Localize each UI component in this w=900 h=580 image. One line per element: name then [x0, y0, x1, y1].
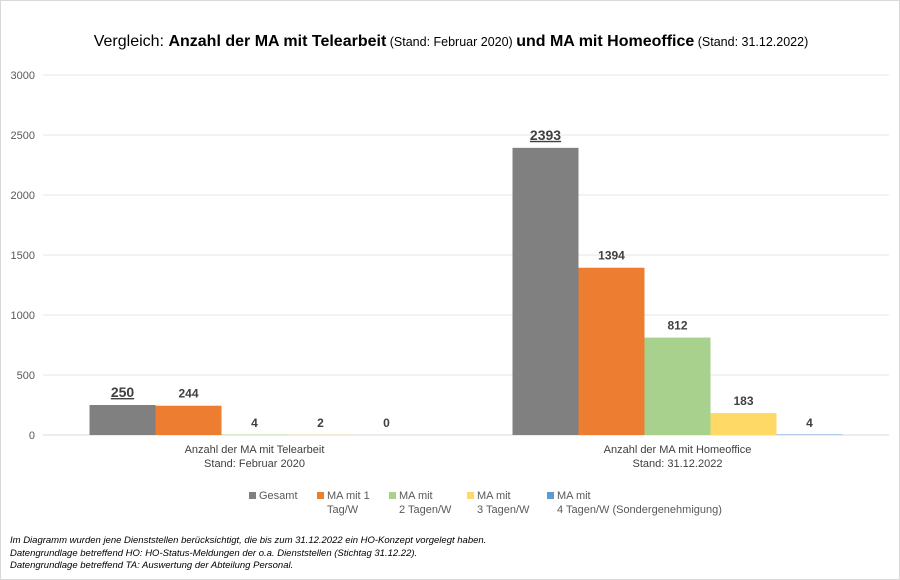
legend-label: Gesamt: [259, 490, 298, 502]
legend-swatch: [547, 492, 554, 499]
footnote: Datengrundlage betreffend HO: HO-Status-…: [10, 547, 418, 559]
legend: Gesamt MA mit 1 Tag/W MA mit 2 Tagen/W MA m…: [249, 489, 747, 517]
legend-swatch: [249, 492, 256, 499]
footnotes: Im Diagramm wurden jene Dienststellen be…: [10, 535, 486, 573]
x-category-label: Anzahl der MA mit Homeoffice: [604, 444, 752, 456]
y-tick-label: 2000: [11, 190, 35, 202]
bar: [155, 405, 222, 435]
title-part: (Stand: Februar 2020): [386, 35, 517, 49]
title-part: Vergleich:: [93, 33, 169, 50]
data-label: 4: [251, 416, 258, 430]
legend-label: MA mit 3 Tagen/W: [477, 490, 530, 516]
y-tick-label: 3000: [11, 70, 35, 82]
y-tick-label: 2500: [11, 130, 35, 142]
data-label: 244: [178, 387, 198, 401]
y-tick-label: 1500: [11, 250, 35, 262]
bar: [710, 413, 777, 435]
data-label: 0: [383, 416, 390, 430]
legend-item: MA mit 3 Tagen/W: [467, 489, 547, 517]
legend-item: MA mit 1 Tag/W: [317, 489, 389, 517]
data-label: 812: [667, 319, 687, 333]
bar: [578, 267, 645, 435]
legend-item: MA mit 2 Tagen/W: [389, 489, 467, 517]
legend-label: MA mit 4 Tagen/W (Sondergenehmigung): [557, 490, 722, 516]
legend-swatch: [467, 492, 474, 499]
title-part: (Stand: 31.12.2022): [694, 35, 809, 49]
bar: [644, 337, 711, 435]
bar-chart: 0 500 1000 1500 2000 2500 3000 250 244 4 2 0 Anzahl …: [11, 70, 889, 470]
data-label: 2: [317, 416, 324, 430]
bar: [512, 147, 579, 435]
footnote: Im Diagramm wurden jene Dienststellen be…: [10, 535, 487, 546]
data-label: 250: [111, 384, 135, 400]
legend-item: MA mit 4 Tagen/W (Sondergenehmigung): [547, 489, 747, 517]
legend-swatch: [317, 492, 324, 499]
footnote: Datengrundlage betreffend TA: Auswertung…: [10, 560, 294, 571]
y-tick-label: 1000: [11, 310, 35, 322]
data-label: 2393: [530, 127, 561, 143]
legend-swatch: [389, 492, 396, 499]
x-category-label: Anzahl der MA mit Telearbeit: [185, 444, 325, 456]
y-tick-label: 500: [17, 370, 35, 382]
title-part: Anzahl der MA mit Telearbeit: [168, 33, 387, 50]
legend-label: MA mit 1 Tag/W: [327, 490, 370, 516]
legend-label: MA mit 2 Tagen/W: [399, 490, 452, 516]
bar: [89, 405, 156, 435]
x-category-label: Stand: 31.12.2022: [633, 458, 723, 470]
data-label: 183: [733, 394, 753, 408]
y-tick-label: 0: [29, 430, 35, 442]
data-label: 4: [806, 416, 813, 430]
title-part: und MA mit Homeoffice: [516, 33, 695, 50]
x-category-label: Stand: Februar 2020: [204, 458, 305, 470]
chart-title: Vergleich: Anzahl der MA mit Telearbeit …: [1, 33, 899, 51]
data-label: 1394: [598, 249, 625, 263]
legend-item: Gesamt: [249, 489, 317, 517]
